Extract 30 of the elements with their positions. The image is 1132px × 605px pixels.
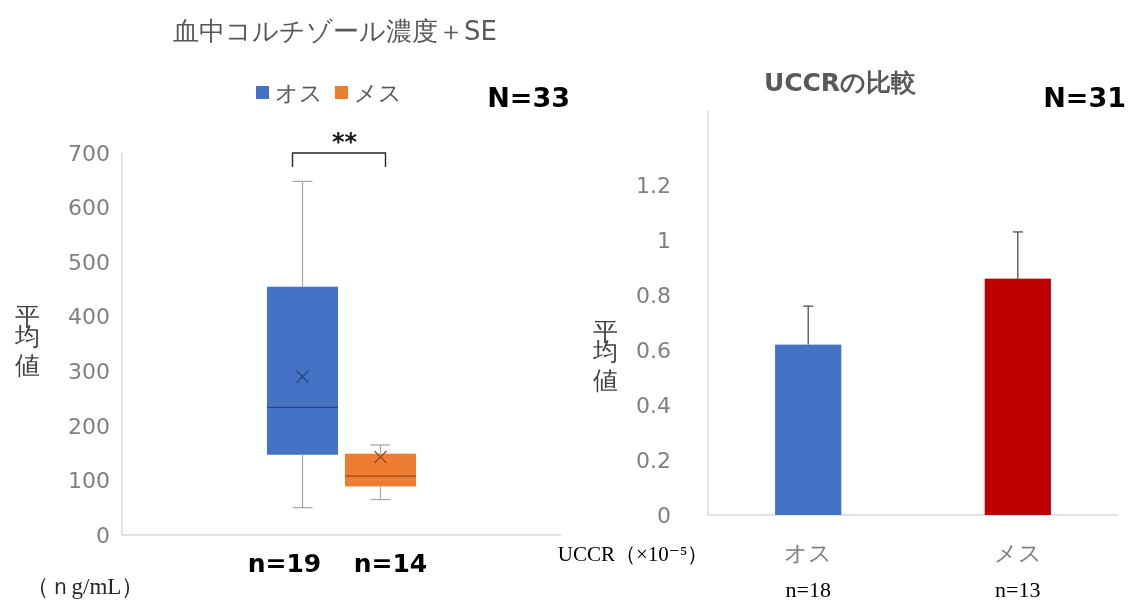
annotation: N=31 bbox=[1043, 82, 1126, 113]
text: n=19 bbox=[247, 549, 322, 578]
y-tick-label: 400 bbox=[68, 304, 110, 330]
y-tick-label: 500 bbox=[68, 249, 110, 275]
text: n=14 bbox=[353, 549, 428, 578]
y-tick-label: 1 bbox=[657, 227, 671, 253]
y-tick-label: 600 bbox=[68, 195, 110, 221]
text: N=33 bbox=[487, 82, 570, 113]
y-tick-label: 0 bbox=[96, 522, 110, 548]
y-tick-label: 0 bbox=[657, 502, 671, 528]
y-tick-label: 0.6 bbox=[636, 337, 671, 363]
chart-title: 血中コルチゾール濃度＋SE bbox=[173, 16, 497, 46]
y-tick-label: 200 bbox=[68, 413, 110, 439]
y-axis-title: 平均値 bbox=[591, 317, 618, 395]
y-tick-label: 100 bbox=[68, 468, 110, 494]
y-tick-label: 700 bbox=[68, 140, 110, 166]
y-tick-label: 0.8 bbox=[636, 282, 671, 308]
annotation: ** bbox=[331, 128, 358, 156]
chart-title: UCCRの比較 bbox=[763, 68, 918, 97]
legend-label: メス bbox=[354, 80, 402, 107]
x-axis-title: UCCR（×10⁻⁵） bbox=[557, 542, 709, 566]
y-tick-label: 0.4 bbox=[636, 392, 671, 418]
y-tick-label: 0.2 bbox=[636, 447, 671, 473]
text: n=13 bbox=[995, 577, 1041, 602]
y-tick-label: 1.2 bbox=[636, 172, 671, 198]
y-axis-title: 平均値 bbox=[13, 302, 40, 380]
legend-label: オス bbox=[275, 80, 323, 107]
text: （ｎg/mL） bbox=[25, 574, 145, 599]
text: n=18 bbox=[785, 577, 831, 602]
y-tick-label: 300 bbox=[68, 358, 110, 384]
